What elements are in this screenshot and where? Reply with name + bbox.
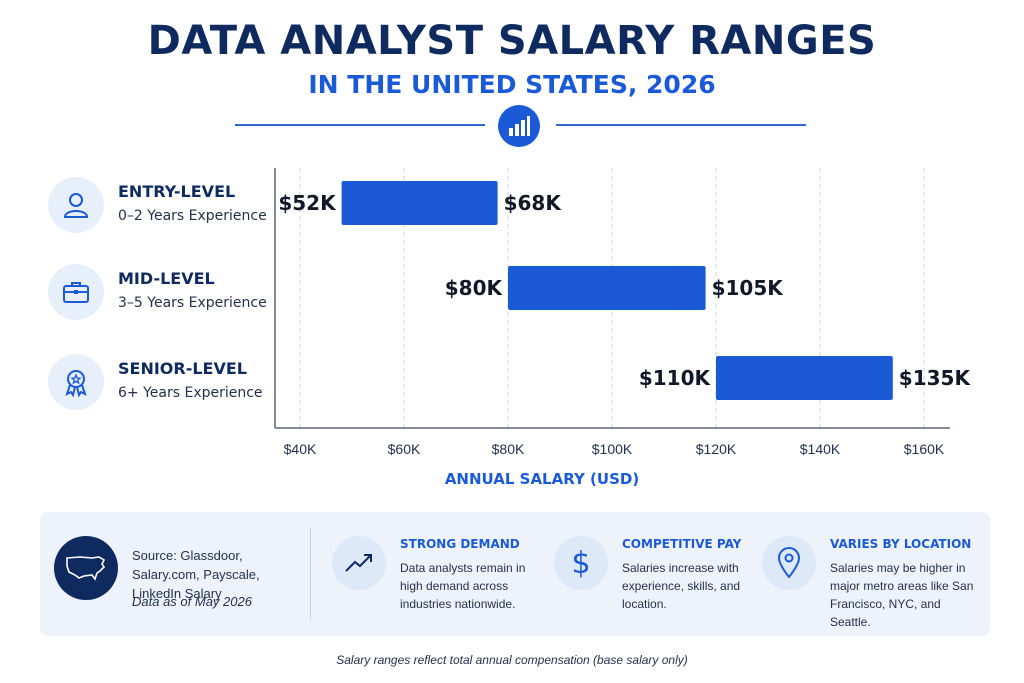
briefcase-icon xyxy=(48,264,104,320)
trend-up-icon xyxy=(332,536,386,590)
bar-high-label: $105K xyxy=(712,276,785,300)
usa-map-icon xyxy=(54,536,118,600)
award-icon xyxy=(48,354,104,410)
x-tick-label: $80K xyxy=(492,441,525,457)
data-date: Data as of May 2026 xyxy=(132,594,252,609)
footer-separator xyxy=(310,528,311,620)
title-divider-right xyxy=(556,124,806,126)
bar-chart-icon xyxy=(498,105,540,147)
x-tick-label: $140K xyxy=(800,441,841,457)
level-experience: 3–5 Years Experience xyxy=(118,295,267,311)
x-tick-label: $60K xyxy=(388,441,421,457)
feature-body: Data analysts remain in high demand acro… xyxy=(400,561,526,611)
range-bar xyxy=(341,181,498,225)
footnote: Salary ranges reflect total annual compe… xyxy=(336,653,688,667)
level-name: SENIOR-LEVEL xyxy=(118,359,247,378)
page-subtitle: IN THE UNITED STATES, 2026 xyxy=(308,70,716,99)
feature-heading: COMPETITIVE PAY xyxy=(622,537,742,551)
feature-heading: VARIES BY LOCATION xyxy=(830,537,972,551)
page-title: DATA ANALYST SALARY RANGES xyxy=(147,18,877,64)
person-icon xyxy=(48,177,104,233)
bar-low-label: $80K xyxy=(445,276,504,300)
salary-range-chart: $40K $60K $80K $100K $120K $140K $160K $52K $68K… xyxy=(274,168,972,457)
range-bar xyxy=(508,266,706,310)
location-pin-icon xyxy=(762,536,816,590)
x-tick-label: $100K xyxy=(592,441,633,457)
level-name: ENTRY-LEVEL xyxy=(118,182,236,201)
dollar-icon: $ xyxy=(554,536,608,590)
source-text: Source: Glassdoor, Salary.com, Payscale,… xyxy=(132,548,260,601)
x-tick-label: $40K xyxy=(284,441,317,457)
bar-low-label: $110K xyxy=(639,366,712,390)
level-name: MID-LEVEL xyxy=(118,269,215,288)
bar-low-label: $52K xyxy=(278,191,337,215)
x-axis-title: ANNUAL SALARY (USD) xyxy=(444,470,640,488)
bar-high-label: $135K xyxy=(899,366,972,390)
feature-heading: STRONG DEMAND xyxy=(400,537,520,551)
x-tick-label: $120K xyxy=(696,441,737,457)
x-tick-label: $160K xyxy=(904,441,945,457)
range-bar xyxy=(716,356,893,400)
level-experience: 6+ Years Experience xyxy=(118,385,263,401)
level-experience: 0–2 Years Experience xyxy=(118,208,267,224)
footer-panel: Source: Glassdoor, Salary.com, Payscale,… xyxy=(40,512,990,636)
title-divider-left xyxy=(235,124,485,126)
feature-body: Salaries increase with experience, skill… xyxy=(622,561,741,611)
feature-body: Salaries may be higher in major metro ar… xyxy=(830,561,974,629)
bar-high-label: $68K xyxy=(504,191,563,215)
